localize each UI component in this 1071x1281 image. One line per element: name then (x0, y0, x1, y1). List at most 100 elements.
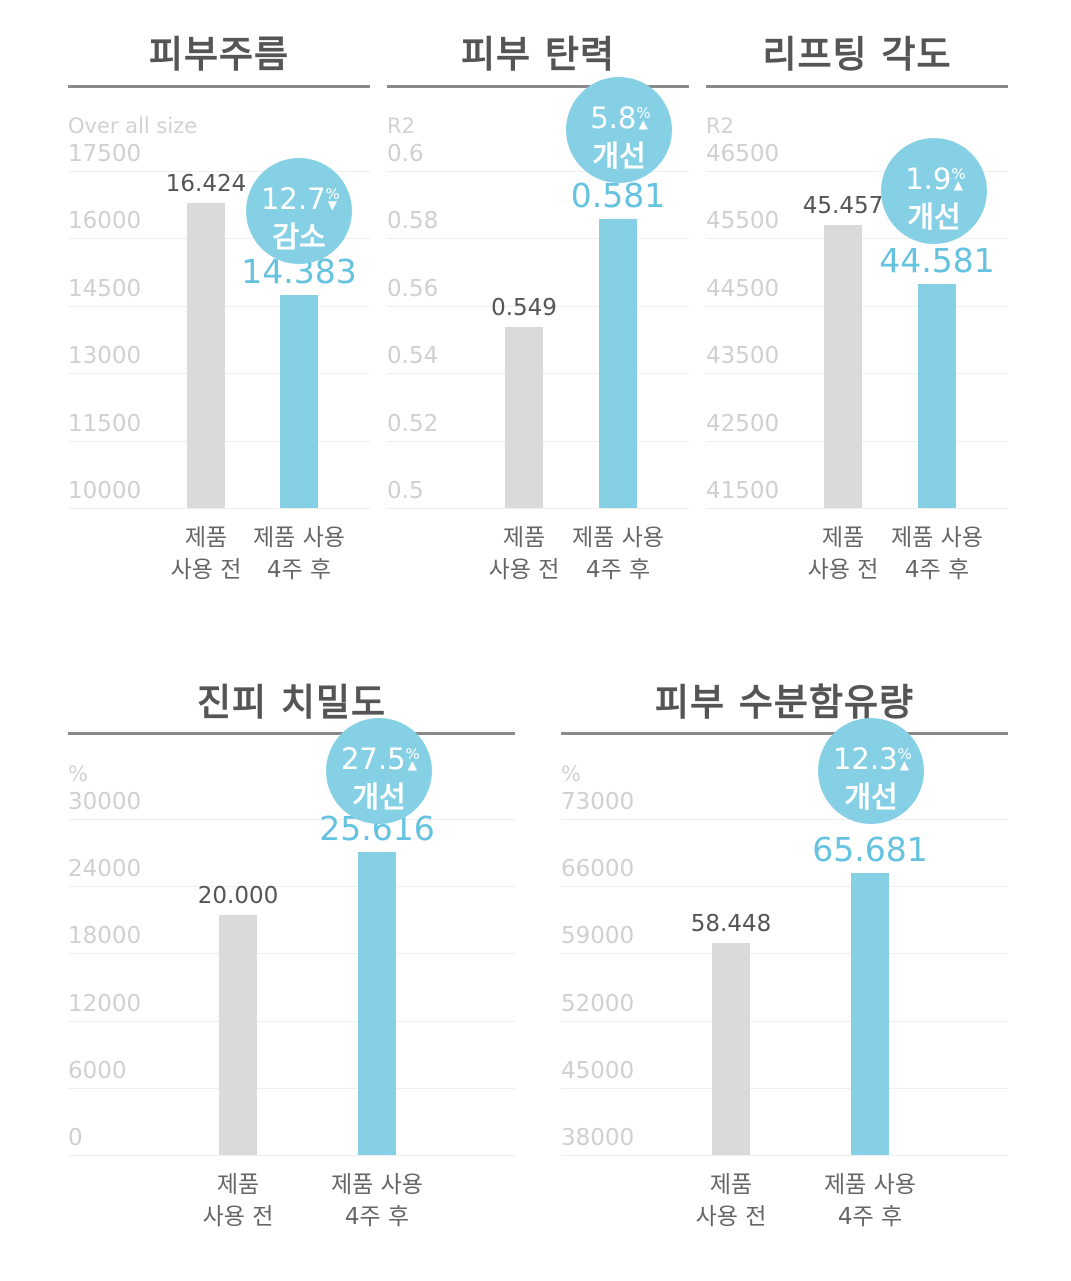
y-tick-label: 0.5 (387, 478, 424, 504)
change-badge: 1.9%▲ 개선 (881, 138, 987, 244)
value-label-after: 44.581 (879, 241, 995, 281)
x-category-label: 제품 사용 4주 후 (790, 1169, 950, 1233)
change-word: 개선 (352, 780, 406, 814)
x-category-line: 4주 후 (266, 557, 332, 583)
x-category-label: 제품 사용 4주 후 (857, 522, 1017, 586)
bar-after (918, 284, 956, 508)
x-category-line: 제품 (184, 525, 228, 551)
y-tick-label: 11500 (68, 410, 142, 437)
y-tick-label: 0.58 (387, 208, 439, 235)
y-tick-label: 42500 (706, 410, 780, 437)
gridline (561, 953, 1008, 955)
y-axis-unit: Over all size (68, 114, 198, 138)
change-badge: 5.8%▲ 개선 (566, 77, 672, 183)
gridline (561, 1155, 1008, 1156)
value-label-before: 0.549 (491, 294, 557, 321)
y-axis-unit: R2 (706, 114, 734, 138)
x-category-label: 제품 사용 4주 후 (297, 1169, 457, 1233)
gridline (561, 819, 1008, 820)
change-value: 5.8 (590, 101, 637, 135)
change-badge: 27.5%▲ 개선 (326, 718, 432, 824)
gridline (706, 171, 1008, 172)
chart-title: 진피 치밀도 (196, 681, 387, 724)
y-tick-label: 0.52 (387, 410, 439, 437)
percent-sign: % (636, 104, 651, 122)
y-tick-label: 0 (68, 1125, 83, 1151)
change-percent: 12.3%▲ (818, 738, 924, 781)
gridline (387, 238, 689, 240)
percent-sign: % (325, 185, 340, 203)
x-category-line: 제품 (216, 1172, 260, 1198)
change-percent: 27.5%▲ (326, 738, 432, 781)
x-category-line: 사용 전 (695, 1204, 767, 1230)
y-tick-label: 41500 (706, 478, 780, 504)
x-category-line: 사용 전 (807, 557, 879, 583)
gridline (387, 508, 689, 509)
y-tick-label: 16000 (68, 208, 142, 235)
gridline (561, 886, 1008, 888)
value-label-before: 45.457 (802, 193, 884, 220)
gridline (68, 1087, 515, 1089)
change-badge: 12.7%▼ 감소 (246, 158, 352, 264)
percent-sign: % (405, 745, 420, 763)
change-value: 27.5 (340, 742, 406, 776)
x-category-line: 사용 전 (170, 557, 242, 583)
arrow-up-icon: ▲ (953, 178, 963, 192)
change-value: 1.9 (905, 162, 952, 196)
bar-after (280, 295, 318, 508)
arrow-up-icon: ▲ (899, 758, 910, 772)
bar-after (851, 873, 889, 1155)
gridline (387, 305, 689, 307)
y-axis-unit: % (561, 762, 581, 786)
chart-title: 피부 탄력 (460, 33, 616, 76)
x-category-line: 4주 후 (344, 1204, 410, 1230)
y-tick-label: 0.6 (387, 141, 424, 167)
x-category-line: 4주 후 (585, 557, 651, 583)
value-label-before: 20.000 (197, 883, 279, 909)
y-tick-label: 12000 (68, 990, 142, 1017)
y-tick-label: 13000 (68, 343, 142, 370)
gridline (561, 1020, 1008, 1022)
change-value: 12.7 (260, 182, 326, 216)
x-category-line: 제품 (502, 525, 546, 551)
y-tick-label: 10000 (68, 478, 142, 504)
y-tick-label: 44500 (706, 275, 780, 302)
bar-before (824, 225, 862, 508)
gridline (68, 508, 370, 509)
title-divider (68, 85, 370, 88)
percent-sign: % (951, 165, 966, 183)
x-category-line: 제품 사용 (824, 1172, 916, 1198)
value-label-after: 65.681 (812, 830, 928, 870)
y-tick-label: 0.56 (387, 275, 439, 302)
title-divider (387, 85, 689, 88)
x-category-line: 제품 (709, 1172, 753, 1198)
y-tick-label: 46500 (706, 141, 780, 167)
chart-title: 피부주름 (148, 33, 290, 76)
x-category-line: 제품 사용 (572, 525, 664, 551)
value-label-before: 16.424 (165, 171, 247, 198)
x-category-label: 제품 사용 4주 후 (219, 522, 379, 586)
y-tick-label: 0.54 (387, 343, 439, 370)
y-tick-label: 45500 (706, 208, 780, 235)
x-category-line: 사용 전 (202, 1204, 274, 1230)
gridline (561, 1087, 1008, 1089)
title-divider (706, 85, 1008, 88)
gridline (68, 1020, 515, 1022)
y-tick-label: 14500 (68, 275, 142, 302)
value-label-after: 0.581 (570, 176, 666, 216)
y-tick-label: 24000 (68, 856, 142, 883)
x-category-line: 사용 전 (488, 557, 560, 583)
y-tick-label: 43500 (706, 343, 780, 370)
chart-title: 피부 수분함유량 (654, 681, 915, 724)
bar-before (219, 915, 257, 1155)
y-tick-label: 30000 (68, 789, 142, 815)
change-word: 감소 (272, 220, 326, 254)
gridline (68, 953, 515, 955)
x-category-line: 제품 사용 (891, 525, 983, 551)
x-category-line: 제품 사용 (253, 525, 345, 551)
gridline (68, 1155, 515, 1156)
change-badge: 12.3%▲ 개선 (818, 718, 924, 824)
